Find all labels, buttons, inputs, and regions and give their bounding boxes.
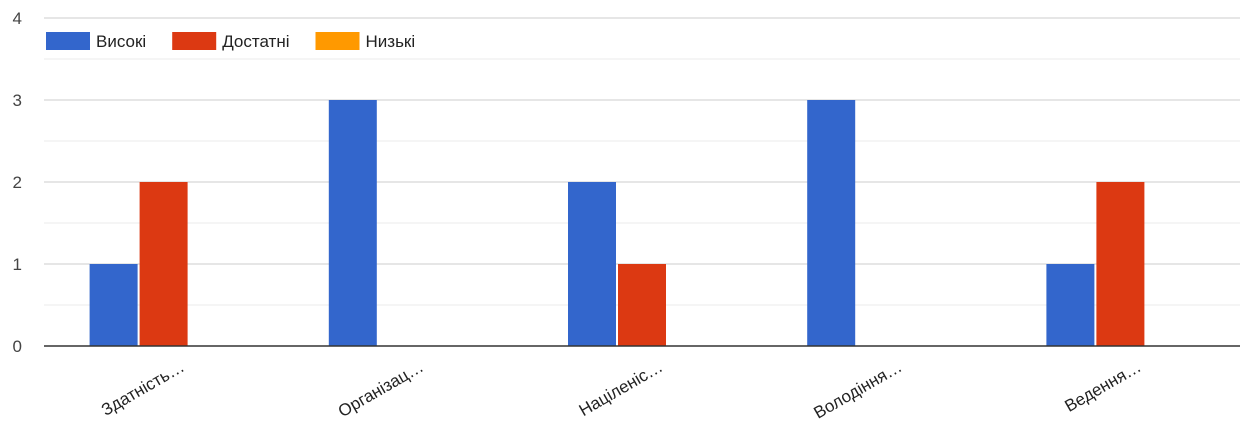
bar[interactable] (328, 100, 377, 346)
legend[interactable]: Високі Достатні Низькі (46, 32, 415, 51)
legend-item[interactable]: Достатні (172, 32, 290, 51)
x-tick-label: Володіння… (811, 357, 906, 423)
legend-label: Достатні (222, 32, 289, 51)
legend-item[interactable]: Високі (46, 32, 146, 51)
bar[interactable] (1096, 182, 1145, 346)
legend-item[interactable]: Низькі (315, 32, 416, 51)
x-tick-label: Націленіс… (576, 357, 666, 420)
legend-swatch (172, 32, 217, 50)
bar[interactable] (1046, 264, 1095, 346)
y-tick-label: 4 (13, 9, 22, 28)
x-axis-ticks: Здатність… Організац… Націленіс… Володіння…… (98, 357, 1144, 423)
legend-label: Низькі (366, 32, 416, 51)
legend-swatch (46, 32, 90, 50)
y-axis-ticks: 0 1 2 3 4 (13, 9, 22, 356)
bar[interactable] (618, 264, 666, 346)
bar[interactable] (89, 264, 138, 346)
x-tick-label: Організац… (335, 357, 427, 421)
x-tick-label: Ведення… (1061, 357, 1144, 416)
y-tick-label: 3 (13, 91, 22, 110)
y-tick-label: 2 (13, 173, 22, 192)
bar[interactable] (568, 182, 616, 346)
y-tick-label: 0 (13, 337, 22, 356)
x-tick-label: Здатність… (98, 357, 187, 420)
bar[interactable] (807, 100, 856, 346)
bars (89, 100, 1145, 346)
bar[interactable] (139, 182, 188, 346)
legend-label: Високі (96, 32, 146, 51)
legend-swatch (315, 32, 360, 50)
y-tick-label: 1 (13, 255, 22, 274)
gridlines (44, 17, 1240, 306)
